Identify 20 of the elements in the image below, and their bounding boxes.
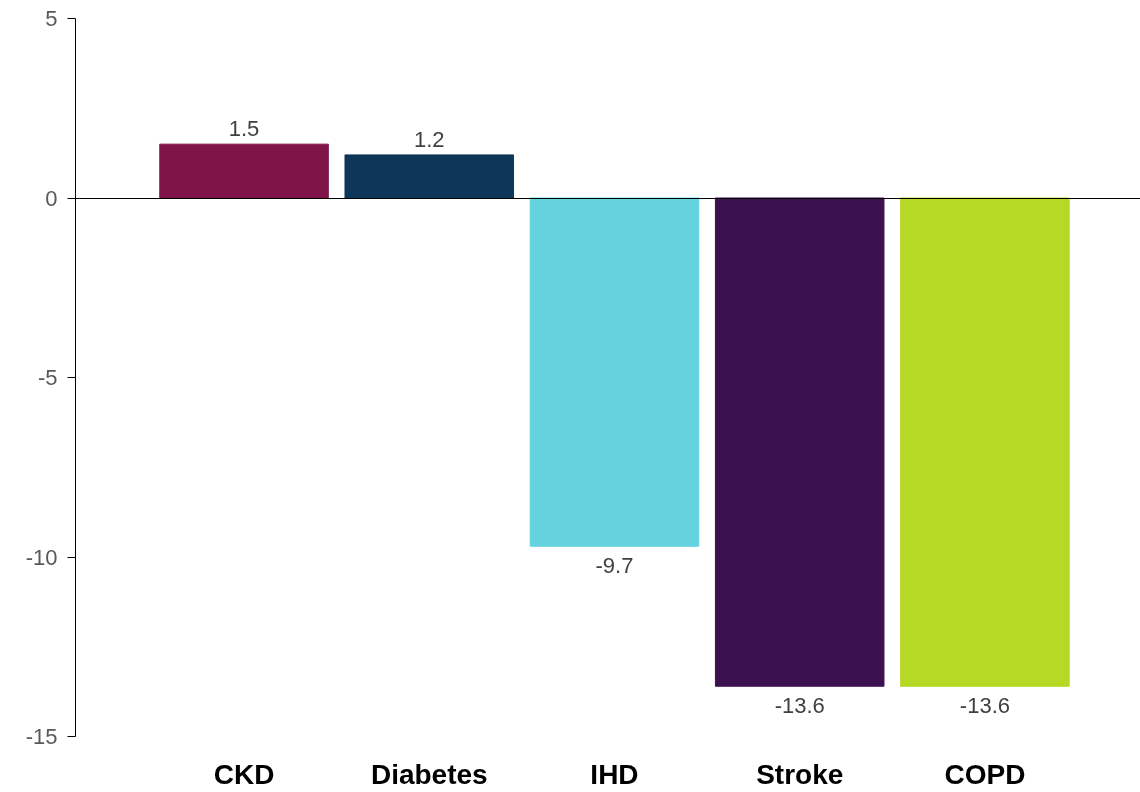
y-tick-label: -10 bbox=[25, 544, 58, 570]
y-tick-label: -15 bbox=[25, 724, 58, 749]
x-tick-label: CKD bbox=[213, 758, 275, 790]
data-label: 1.5 bbox=[228, 116, 260, 142]
y-tick-label: -5 bbox=[37, 365, 58, 390]
bar bbox=[529, 197, 700, 547]
x-tick-label: Diabetes bbox=[370, 758, 488, 790]
y-tick-label: 5 bbox=[45, 6, 58, 31]
x-tick-label: IHD bbox=[590, 758, 639, 790]
x-tick-label: Stroke bbox=[756, 758, 844, 790]
data-label: 1.2 bbox=[413, 126, 445, 152]
bar bbox=[900, 197, 1070, 687]
bar bbox=[344, 154, 515, 199]
bar bbox=[159, 143, 329, 199]
y-tick-label: 0 bbox=[45, 185, 58, 211]
data-label: -13.6 bbox=[774, 693, 825, 719]
data-label: -13.6 bbox=[959, 693, 1010, 719]
data-label: -9.7 bbox=[595, 553, 634, 579]
x-tick-label: COPD bbox=[944, 758, 1026, 790]
bar bbox=[714, 197, 885, 687]
